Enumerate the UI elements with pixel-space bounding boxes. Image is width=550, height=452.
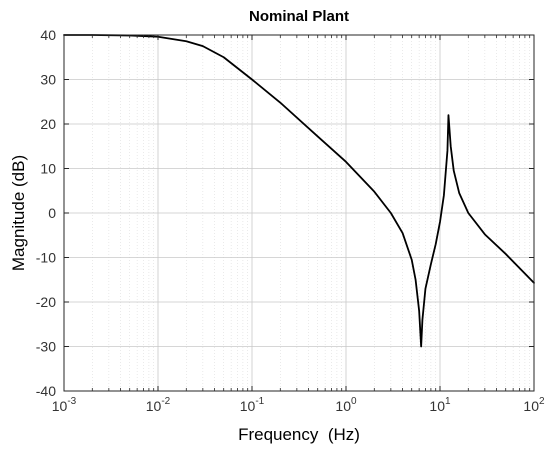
y-tick-label: 20 [40,116,56,132]
x-tick-label: 10-1 [240,396,265,414]
y-tick-label: 0 [48,205,56,221]
x-tick-labels: 10-3 10-2 10-1 100 101 102 [52,396,545,414]
y-tick-label: -40 [36,383,56,399]
y-tick-label: 40 [40,27,56,43]
y-tick-label: 30 [40,72,56,88]
x-tick-label: 10-3 [52,396,77,414]
y-axis-label: Magnitude (dB) [9,155,28,271]
x-tick-label: 100 [335,396,357,414]
y-tick-label: -20 [36,294,56,310]
x-tick-label: 101 [429,396,451,414]
y-tick-label: 10 [40,161,56,177]
y-tick-labels: 40 30 20 10 0 -10 -20 -30 -40 [36,27,56,399]
y-tick-label: -30 [36,339,56,355]
y-tick-label: -10 [36,250,56,266]
ticks [63,34,535,392]
series-line-1 [63,34,535,348]
x-tick-label: 10-2 [146,396,171,414]
chart-title: Nominal Plant [249,8,349,25]
x-tick-label: 102 [523,396,545,414]
series-group [63,34,535,348]
x-axis-label: Frequency (Hz) [238,425,360,444]
